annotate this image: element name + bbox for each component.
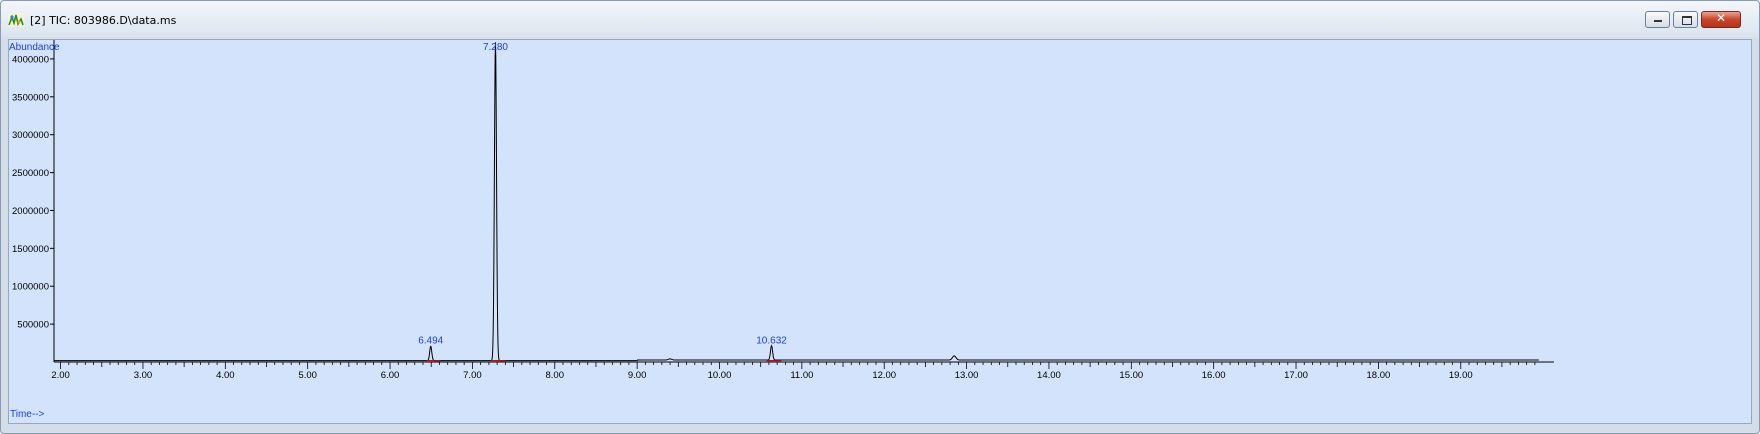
maximize-icon bbox=[1682, 16, 1692, 25]
x-tick-label: 7.00 bbox=[463, 370, 482, 381]
x-tick-label: 10.00 bbox=[708, 370, 732, 381]
y-tick-label: 500000 bbox=[17, 320, 49, 331]
peak-label: 10.632 bbox=[756, 336, 787, 347]
chromatogram-app-icon bbox=[8, 13, 24, 27]
x-tick-label: 5.00 bbox=[298, 370, 317, 381]
y-tick-label: 2500000 bbox=[12, 168, 49, 179]
x-tick-label: 4.00 bbox=[216, 370, 235, 381]
x-tick-label: 16.00 bbox=[1202, 370, 1226, 381]
x-tick-label: 18.00 bbox=[1367, 370, 1391, 381]
y-tick-label: 3000000 bbox=[12, 130, 49, 141]
axes-group: 500000 1000000 1500000 2000000 2500000 300000… bbox=[12, 40, 1554, 381]
y-tick-label: 2000000 bbox=[12, 206, 49, 217]
x-tick-label: 14.00 bbox=[1037, 370, 1061, 381]
x-tick-label: 19.00 bbox=[1449, 370, 1473, 381]
x-tick-label: 9.00 bbox=[628, 370, 647, 381]
y-tick-label: 1500000 bbox=[12, 244, 49, 255]
x-tick-label: 15.00 bbox=[1119, 370, 1143, 381]
chromatogram-plot[interactable]: 500000 1000000 1500000 2000000 2500000 300000… bbox=[8, 39, 1752, 424]
peak-labels-group: 6.494 7.280 10.632 bbox=[418, 42, 787, 347]
x-tick-label: 13.00 bbox=[955, 370, 979, 381]
x-tick-label: 12.00 bbox=[872, 370, 896, 381]
minimize-button[interactable] bbox=[1645, 11, 1670, 28]
tic-chart: 500000 1000000 1500000 2000000 2500000 300000… bbox=[9, 40, 1554, 420]
x-tick-label: 3.00 bbox=[134, 370, 153, 381]
title-bar[interactable]: [2] TIC: 803986.D\data.ms ✕ bbox=[1, 1, 1759, 39]
peak-label: 7.280 bbox=[483, 42, 508, 53]
minimize-icon bbox=[1654, 20, 1662, 22]
y-axis-label: Abundance bbox=[9, 42, 60, 53]
x-tick-label: 11.00 bbox=[790, 370, 813, 381]
maximize-button[interactable] bbox=[1673, 11, 1698, 28]
close-button[interactable]: ✕ bbox=[1701, 11, 1741, 28]
window-title: [2] TIC: 803986.D\data.ms bbox=[30, 14, 177, 27]
x-tick-label: 2.00 bbox=[51, 370, 70, 381]
y-tick-label: 1000000 bbox=[12, 282, 49, 293]
close-icon: ✕ bbox=[1715, 11, 1727, 25]
x-tick-label: 6.00 bbox=[381, 370, 400, 381]
y-tick-label: 3500000 bbox=[12, 92, 49, 103]
window-edge bbox=[1753, 39, 1759, 424]
x-axis-label: Time--> bbox=[10, 409, 45, 420]
x-tick-label: 17.00 bbox=[1284, 370, 1308, 381]
peak-label: 6.494 bbox=[418, 336, 443, 347]
tic-trace-line bbox=[54, 42, 1539, 362]
x-tick-label: 8.00 bbox=[546, 370, 565, 381]
trace-group bbox=[54, 42, 1539, 362]
window-controls: ✕ bbox=[1645, 11, 1741, 28]
y-tick-label: 4000000 bbox=[12, 54, 49, 65]
